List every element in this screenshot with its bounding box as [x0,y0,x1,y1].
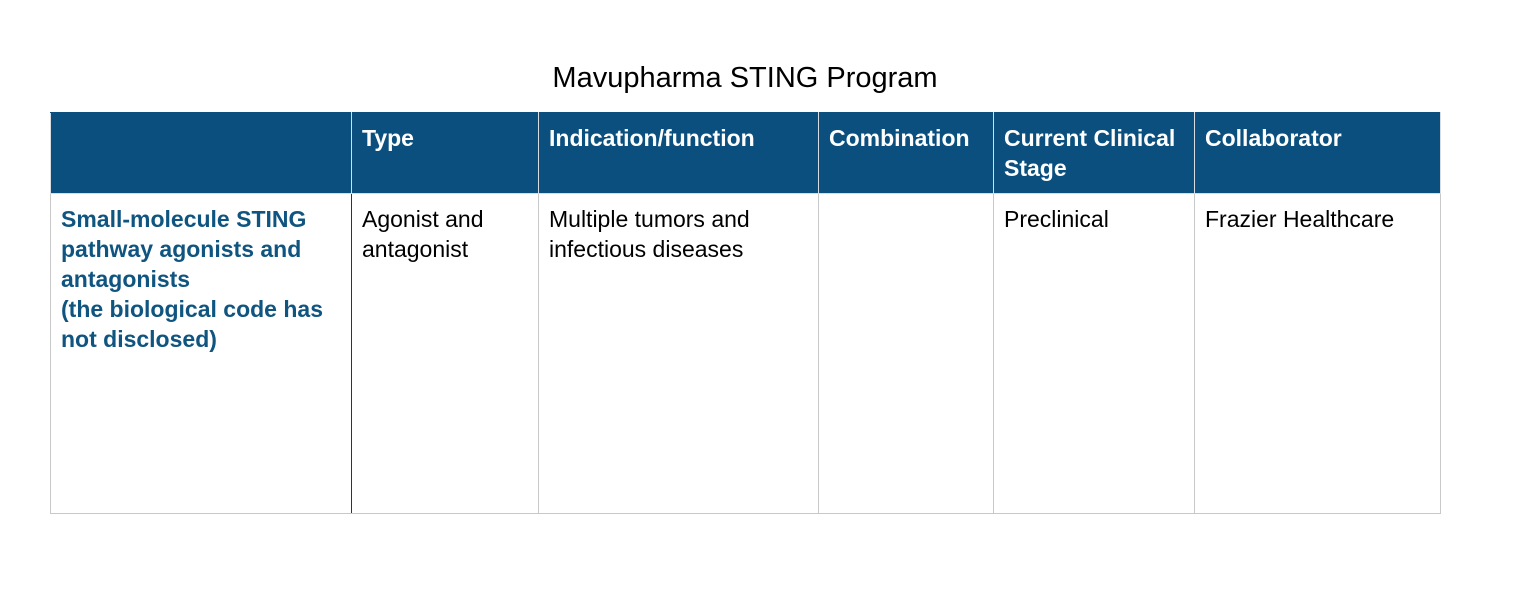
table-body: Small-molecule STING pathway agonists an… [50,193,1441,514]
stage-cell: Preclinical [993,193,1195,514]
combination-cell [818,193,994,514]
indication-cell: Multiple tumors and infectious diseases [538,193,819,514]
header-cell-collaborator: Collaborator [1194,112,1441,194]
header-cell-blank [50,112,352,194]
collaborator-cell: Frazier Healthcare [1194,193,1441,514]
program-name-text: Small-molecule STING pathway agonists an… [61,206,323,352]
header-cell-stage: Current Clinical Stage [993,112,1195,194]
program-name-cell: Small-molecule STING pathway agonists an… [50,193,352,514]
table-row: Small-molecule STING pathway agonists an… [50,193,1441,514]
type-cell: Agonist and antagonist [351,193,539,514]
table-header: Type Indication/function Combination Cur… [50,112,1441,194]
program-table: Type Indication/function Combination Cur… [50,112,1441,514]
header-cell-type: Type [351,112,539,194]
header-cell-indication: Indication/function [538,112,819,194]
header-row: Type Indication/function Combination Cur… [50,112,1441,194]
header-cell-combination: Combination [818,112,994,194]
page-title: Mavupharma STING Program [552,62,938,94]
